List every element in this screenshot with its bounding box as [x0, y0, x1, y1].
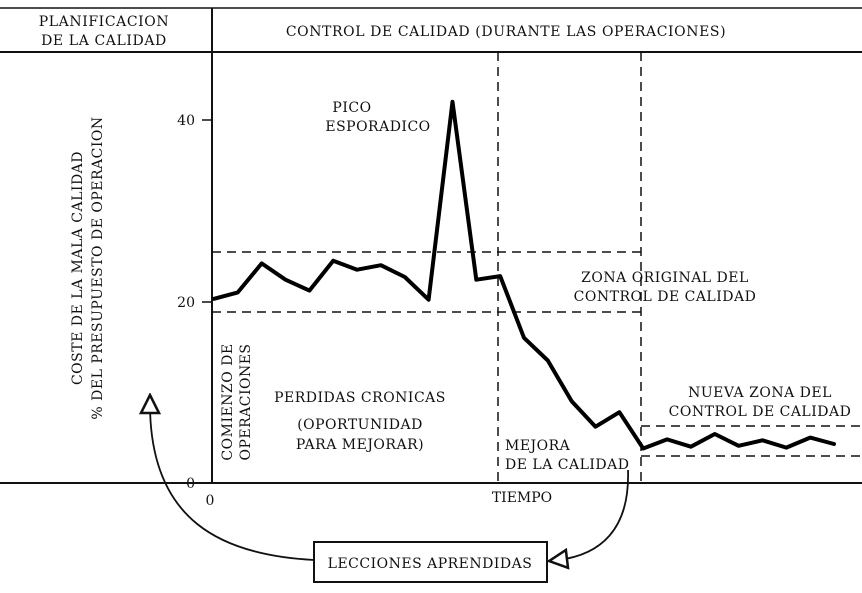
chronic-loss-line3: PARA MEJORAR): [296, 437, 424, 453]
chronic-loss-line1: PERDIDAS CRONICAS: [274, 390, 446, 406]
y-axis-label-line2: % DEL PRESUPUESTO DE OPERACION: [90, 116, 106, 419]
y-tick-label-40: 40: [177, 113, 195, 129]
header-control-title: CONTROL DE CALIDAD (DURANTE LAS OPERACIO…: [286, 24, 726, 40]
original-zone-label-line2: CONTROL DE CALIDAD: [574, 289, 757, 305]
chronic-loss-line2: (OPORTUNIDAD: [297, 417, 423, 433]
original-zone-label-line1: ZONA ORIGINAL DEL: [581, 270, 749, 286]
header-planning-line1: PLANIFICACION: [39, 14, 169, 30]
peak-label-line2: ESPORADICO: [325, 119, 430, 135]
improvement-label-line1: MEJORA: [505, 438, 571, 454]
lessons-feedback-arrow: [150, 404, 315, 561]
peak-label-line1: PICO: [332, 100, 371, 116]
header-planning-line2: DE LA CALIDAD: [41, 33, 167, 49]
start-label-line2: OPERACIONES: [238, 343, 254, 460]
new-zone-label-line2: CONTROL DE CALIDAD: [669, 404, 852, 420]
lessons-learned-label: LECCIONES APRENDIDAS: [328, 556, 533, 572]
y-axis-label-line1: COSTE DE LA MALA CALIDAD: [70, 151, 86, 385]
y-tick-label-20: 20: [177, 295, 195, 311]
lessons-learned-box: [313, 541, 548, 583]
new-zone-label-line1: NUEVA ZONA DEL: [688, 385, 832, 401]
improvement-label-line2: DE LA CALIDAD: [505, 457, 629, 473]
cost-series-line: [212, 99, 836, 451]
start-label-line1: COMIENZO DE: [220, 343, 236, 460]
lessons-input-arrow: [558, 469, 629, 560]
x-origin-label: 0: [206, 493, 215, 509]
zone-lines: [212, 51, 862, 483]
x-axis-label: TIEMPO: [492, 490, 552, 506]
